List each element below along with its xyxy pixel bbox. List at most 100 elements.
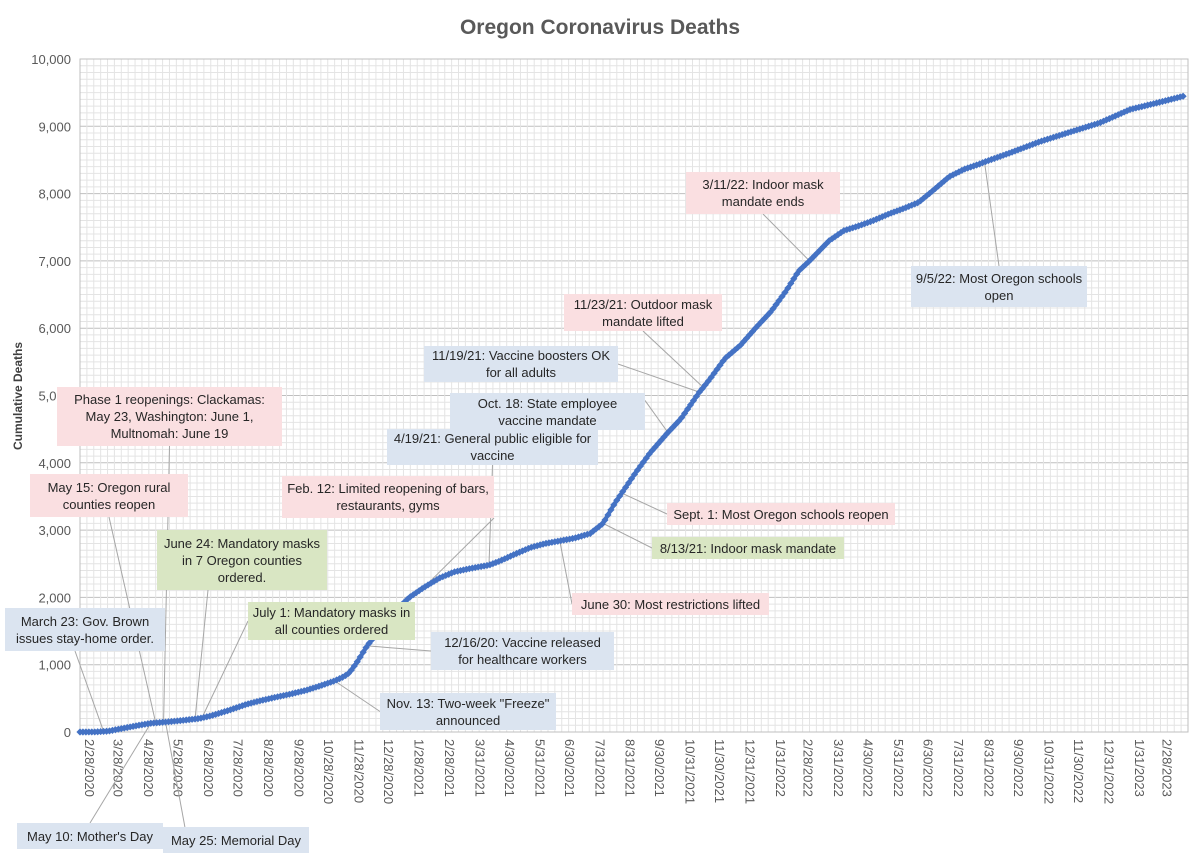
data-point	[784, 284, 792, 292]
data-point	[946, 172, 954, 180]
data-point	[1132, 104, 1140, 112]
data-point	[442, 571, 450, 580]
data-point	[654, 440, 662, 448]
data-point	[1147, 100, 1155, 109]
data-point	[1149, 100, 1158, 108]
annotation-leader-line	[559, 540, 573, 605]
data-point	[448, 569, 456, 577]
data-point	[1040, 136, 1049, 144]
x-tick-label: 7/28/2020	[230, 739, 245, 797]
data-point	[574, 533, 583, 541]
x-tick-label: 11/30/2021	[712, 739, 727, 803]
data-point	[412, 589, 420, 597]
data-point	[262, 695, 270, 704]
data-point	[607, 506, 615, 514]
data-point	[622, 483, 630, 491]
annotation-leader-line	[983, 161, 1000, 267]
data-point	[495, 557, 503, 566]
data-point	[672, 420, 680, 428]
data-point	[424, 581, 432, 589]
annotation-leader-line	[89, 722, 152, 824]
data-point	[657, 436, 665, 444]
annotation-callout: 9/5/22: Most Oregon schools open	[911, 266, 1087, 307]
data-point	[256, 697, 264, 705]
x-tick-label: 1/28/2021	[411, 739, 426, 797]
data-point	[970, 162, 978, 170]
x-tick-label: 5/31/2022	[891, 739, 906, 797]
y-tick-label: 3,000	[38, 523, 71, 538]
data-point	[919, 194, 928, 202]
data-point	[291, 689, 299, 697]
x-tick-label: 2/28/2020	[82, 739, 97, 797]
annotation-leader-line	[367, 645, 432, 652]
annotation-callout: June 24: Mandatory masks in 7 Oregon cou…	[157, 530, 327, 590]
data-point	[300, 687, 308, 695]
data-point	[911, 200, 919, 208]
x-tick-label: 1/31/2023	[1132, 739, 1147, 797]
data-point	[878, 213, 886, 221]
data-point	[1108, 113, 1116, 121]
data-point	[905, 202, 913, 210]
data-point	[226, 706, 235, 714]
data-point	[704, 377, 712, 385]
y-tick-label: 8,000	[38, 187, 71, 202]
annotation-callout: May 10: Mother's Day	[17, 823, 163, 849]
x-tick-label: 12/31/2021	[743, 739, 758, 804]
x-tick-label: 8/31/2021	[623, 739, 638, 797]
data-point	[507, 552, 515, 560]
x-tick-label: 8/31/2022	[982, 739, 997, 797]
data-point	[1164, 96, 1172, 104]
data-point	[828, 235, 836, 243]
data-point	[253, 697, 261, 706]
data-point	[902, 203, 910, 212]
data-point	[223, 707, 232, 715]
data-point	[728, 348, 736, 357]
x-tick-label: 2/28/2023	[1160, 739, 1175, 797]
data-point	[719, 357, 727, 365]
annotation-callout: 12/16/20: Vaccine released for healthcar…	[431, 632, 614, 670]
data-point	[807, 255, 816, 263]
data-point	[660, 433, 668, 441]
data-point	[315, 682, 323, 690]
x-tick-label: 12/31/2022	[1102, 739, 1117, 804]
data-point	[964, 164, 972, 172]
data-point	[707, 373, 715, 381]
annotation-leader-line	[762, 213, 810, 262]
x-tick-label: 4/30/2021	[502, 739, 517, 797]
data-point	[247, 699, 255, 707]
x-tick-label: 9/30/2022	[1011, 739, 1026, 797]
data-point	[769, 305, 777, 313]
data-point	[1099, 117, 1108, 125]
data-point	[616, 492, 624, 500]
data-point	[483, 561, 491, 570]
data-point	[1129, 105, 1137, 113]
annotation-leader-line	[621, 492, 668, 515]
x-tick-label: 9/30/2021	[652, 739, 667, 797]
x-tick-label: 10/28/2020	[321, 739, 336, 804]
data-point	[692, 392, 701, 400]
data-point	[1020, 144, 1028, 152]
data-point	[781, 288, 789, 297]
x-tick-label: 11/28/2020	[351, 739, 366, 803]
data-point	[987, 155, 995, 164]
data-point	[896, 206, 904, 214]
data-point	[294, 688, 302, 696]
annotation-leader-line	[201, 620, 249, 719]
data-point	[338, 673, 347, 681]
data-point	[1167, 95, 1175, 103]
data-point	[409, 591, 417, 599]
annotation-callout: 11/19/21: Vaccine boosters OK for all ad…	[424, 346, 618, 382]
annotation-leader-line	[602, 522, 653, 549]
data-point	[297, 687, 305, 696]
data-point	[837, 229, 845, 237]
y-tick-label: 0	[64, 725, 71, 740]
y-tick-label: 9,000	[38, 119, 71, 134]
data-point	[810, 252, 819, 260]
data-point	[1091, 120, 1099, 129]
data-point	[586, 529, 594, 538]
x-tick-label: 10/31/2022	[1042, 739, 1057, 804]
y-tick-label: 4,000	[38, 456, 71, 471]
annotation-callout: May 25: Memorial Day	[163, 827, 309, 853]
annotation-callout: Nov. 13: Two-week "Freeze" announced	[380, 693, 556, 730]
y-tick-label: 7,000	[38, 254, 71, 269]
